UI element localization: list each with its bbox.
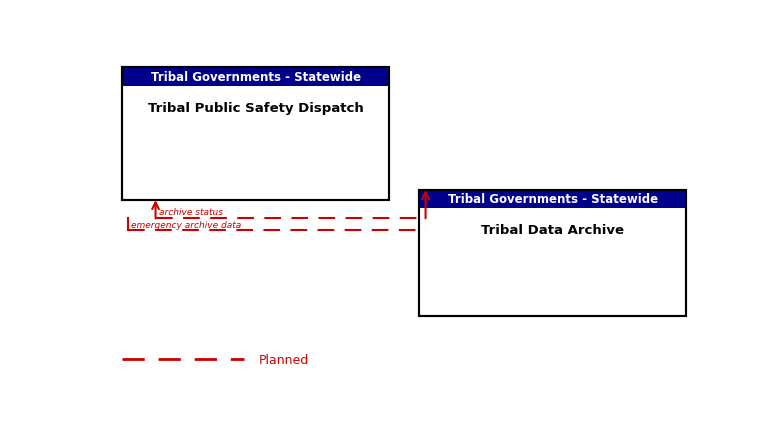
- Text: Planned: Planned: [258, 353, 309, 366]
- Text: Tribal Data Archive: Tribal Data Archive: [482, 223, 625, 236]
- Bar: [420, 190, 687, 208]
- Text: Tribal Governments - Statewide: Tribal Governments - Statewide: [150, 71, 361, 84]
- Bar: [420, 190, 687, 316]
- Bar: [420, 190, 687, 316]
- Bar: [122, 68, 389, 87]
- Text: archive status: archive status: [158, 208, 222, 217]
- Text: Tribal Governments - Statewide: Tribal Governments - Statewide: [448, 193, 658, 206]
- Bar: [122, 68, 389, 200]
- Text: Tribal Public Safety Dispatch: Tribal Public Safety Dispatch: [148, 101, 363, 114]
- Text: emergency archive data: emergency archive data: [132, 220, 241, 229]
- Bar: [122, 68, 389, 200]
